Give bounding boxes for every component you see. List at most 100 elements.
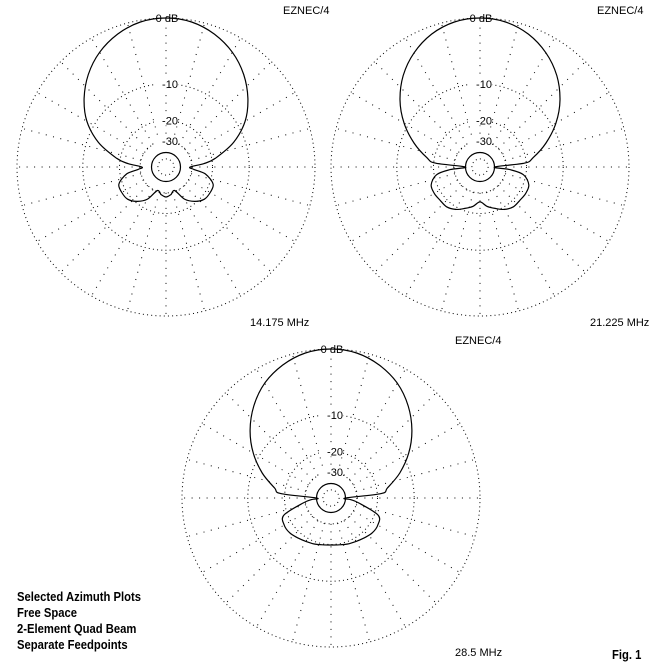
frequency-label: 21.225 MHz [590, 317, 649, 329]
grid-ring [284, 451, 378, 545]
grid-spoke [36, 92, 144, 155]
grid-spoke [178, 37, 241, 145]
grid-spoke [36, 179, 144, 242]
label-background [154, 77, 178, 89]
ring-label: -30 [327, 467, 343, 479]
grid-spoke [190, 173, 311, 207]
label-background [154, 135, 178, 147]
inner-limit-circle [315, 482, 347, 514]
grid-spoke [201, 423, 309, 486]
ring-label: -10 [476, 79, 492, 91]
note-line: Separate Feedpoints [17, 638, 128, 652]
grid-spoke [172, 191, 206, 312]
program-label: EZNEC/4 [455, 335, 501, 347]
grid-spoke [492, 37, 555, 145]
grid-spoke [405, 37, 468, 145]
grid-spoke [497, 184, 586, 273]
grid-spoke [350, 179, 458, 242]
grid-spoke [126, 191, 160, 312]
grid-ring [471, 158, 489, 176]
grid-ring [16, 17, 316, 317]
grid-spoke [60, 184, 149, 273]
label-background [319, 466, 343, 478]
radiation-pattern [83, 17, 249, 203]
label-background [468, 114, 492, 126]
frequency-label: 14.175 MHz [250, 317, 309, 329]
note-line: 2-Element Quad Beam [17, 622, 137, 636]
ring-label: -20 [476, 116, 492, 128]
grid-spoke [374, 61, 463, 150]
grid-spoke [348, 392, 437, 481]
grid-spoke [188, 92, 296, 155]
radiation-pattern [249, 348, 413, 546]
grid-spoke [91, 189, 154, 297]
grid-ring [139, 140, 193, 194]
grid-spoke [337, 522, 371, 643]
grid-spoke [291, 522, 325, 643]
ring-label: -10 [327, 410, 343, 422]
polar-plot: 0 dB -10 -20 -30 EZNEC/4 14.175 MHz [16, 5, 329, 329]
program-label: EZNEC/4 [283, 5, 329, 17]
grid-ring [322, 489, 340, 507]
grid-spoke [188, 179, 296, 242]
ring-label: -10 [162, 79, 178, 91]
grid-ring [157, 158, 175, 176]
grid-spoke [183, 184, 272, 273]
grid-spoke [348, 515, 437, 604]
figure-notes: Selected Azimuth Plots Free Space 2-Elem… [17, 589, 141, 653]
ring-label: -20 [327, 447, 343, 459]
grid-ring [396, 83, 564, 251]
polar-plot: 0 dB -10 -20 -30 EZNEC/4 21.225 MHz [330, 5, 649, 329]
label-background [319, 445, 343, 457]
grid-spoke [60, 61, 149, 150]
grid-spoke [21, 173, 142, 207]
grid-spoke [21, 127, 142, 161]
grid-spoke [335, 173, 456, 207]
grid-ring [247, 414, 415, 582]
grid-spoke [256, 368, 319, 476]
grid-spoke [355, 458, 476, 492]
inner-limit-circle [464, 151, 496, 183]
label-background [154, 114, 178, 126]
grid-spoke [335, 127, 456, 161]
label-background [468, 135, 492, 147]
ring-label: -30 [476, 136, 492, 148]
grid-spoke [374, 184, 463, 273]
note-line: Selected Azimuth Plots [17, 590, 141, 604]
grid-ring [181, 348, 481, 648]
figure-label: Fig. 1 [612, 648, 642, 662]
frequency-label: 28.5 MHz [455, 647, 502, 659]
ring-label: 0 dB [156, 13, 179, 25]
grid-spoke [504, 173, 625, 207]
grid-spoke [353, 510, 461, 573]
grid-spoke [343, 520, 406, 628]
grid-spoke [183, 61, 272, 150]
note-line: Free Space [17, 606, 78, 620]
inner-limit-circle [150, 151, 182, 183]
grid-ring [453, 140, 507, 194]
grid-spoke [504, 127, 625, 161]
ring-label: -20 [162, 116, 178, 128]
ring-label: -30 [162, 136, 178, 148]
grid-spoke [353, 423, 461, 486]
program-label: EZNEC/4 [597, 5, 643, 17]
label-background [468, 77, 492, 89]
grid-spoke [91, 37, 154, 145]
grid-spoke [405, 189, 468, 297]
ring-label: 0 dB [321, 344, 344, 356]
grid-spoke [201, 510, 309, 573]
grid-ring [82, 83, 250, 251]
radiation-pattern [399, 17, 561, 211]
grid-spoke [256, 520, 319, 628]
polar-plot: 0 dB -10 -20 -30 EZNEC/4 28.5 MHz [181, 335, 502, 659]
ring-label: 0 dB [470, 13, 493, 25]
grid-spoke [225, 392, 314, 481]
grid-spoke [225, 515, 314, 604]
grid-spoke [492, 189, 555, 297]
grid-spoke [343, 368, 406, 476]
grid-spoke [186, 458, 307, 492]
grid-spoke [190, 127, 311, 161]
label-background [319, 408, 343, 420]
grid-spoke [497, 61, 586, 150]
